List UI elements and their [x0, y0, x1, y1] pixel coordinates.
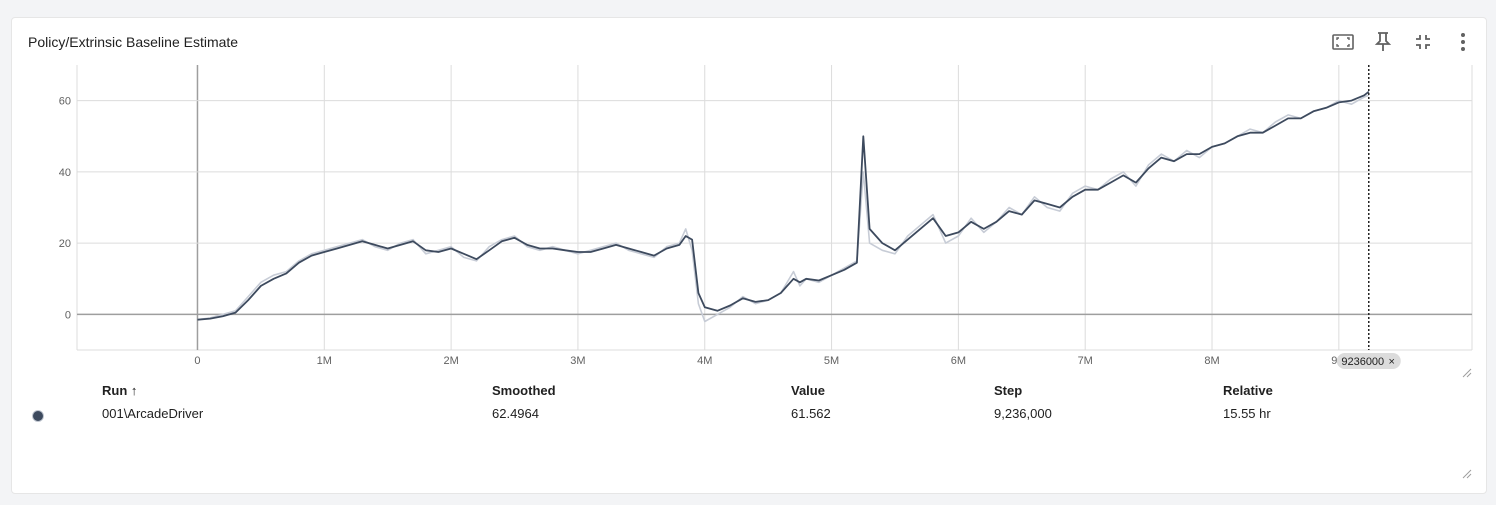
chart-resize-handle[interactable] [1462, 368, 1472, 378]
scalar-card: Policy/Extrinsic Baseline Estimate 0 1M 2M… [11, 17, 1487, 494]
cell-step: 9,236,000 [994, 406, 1052, 421]
cell-value: 61.562 [791, 406, 831, 421]
line-chart[interactable]: 01M2M3M4M5M6M7M8M9M0204060 9236000× [12, 18, 1488, 383]
x-tick-label: 3M [570, 355, 585, 367]
step-tooltip[interactable]: 9236000 × [1336, 353, 1401, 369]
close-icon[interactable]: × [1389, 356, 1395, 368]
card-resize-handle[interactable] [1462, 469, 1472, 479]
cell-relative: 15.55 hr [1223, 406, 1271, 421]
cell-run: 001\ArcadeDriver [102, 406, 204, 421]
step-tooltip-label: 9236000 [1341, 356, 1384, 368]
chart-area[interactable]: 01M2M3M4M5M6M7M8M9M0204060 9236000× [12, 18, 1488, 388]
header-relative[interactable]: Relative [1223, 383, 1273, 398]
more-vert-icon [1461, 33, 1465, 51]
y-tick-label: 60 [59, 96, 71, 108]
x-tick-label: 6M [951, 355, 966, 367]
y-tick-label: 40 [59, 167, 71, 179]
pin-icon [1374, 32, 1392, 51]
x-tick-label: 2M [443, 355, 458, 367]
collapse-button[interactable] [1411, 30, 1435, 54]
pin-button[interactable] [1371, 30, 1395, 54]
card-title: Policy/Extrinsic Baseline Estimate [28, 34, 239, 50]
header-run[interactable]: Run ↑ [102, 383, 138, 398]
header-value[interactable]: Value [791, 383, 825, 398]
more-menu-button[interactable] [1451, 30, 1475, 54]
smoothed-series-line[interactable] [197, 90, 1370, 321]
x-tick-label: 0 [194, 355, 200, 367]
x-tick-label: 5M [824, 355, 839, 367]
x-tick-label: 4M [697, 355, 712, 367]
y-tick-label: 0 [65, 309, 71, 321]
step-tooltip-bg [1336, 353, 1401, 369]
raw-series-line[interactable] [197, 94, 1370, 323]
x-tick-label: 7M [1078, 355, 1093, 367]
header-smoothed[interactable]: Smoothed [492, 383, 556, 398]
header-step[interactable]: Step [994, 383, 1023, 398]
x-tick-label: 8M [1204, 355, 1219, 367]
y-tick-label: 20 [59, 238, 71, 250]
collapse-icon [1416, 35, 1430, 49]
fit-domain-button[interactable] [1331, 30, 1355, 54]
run-color-dot [32, 410, 44, 422]
cell-smoothed: 62.4964 [492, 406, 539, 421]
x-tick-label: 1M [317, 355, 332, 367]
fit-domain-icon [1332, 34, 1354, 50]
